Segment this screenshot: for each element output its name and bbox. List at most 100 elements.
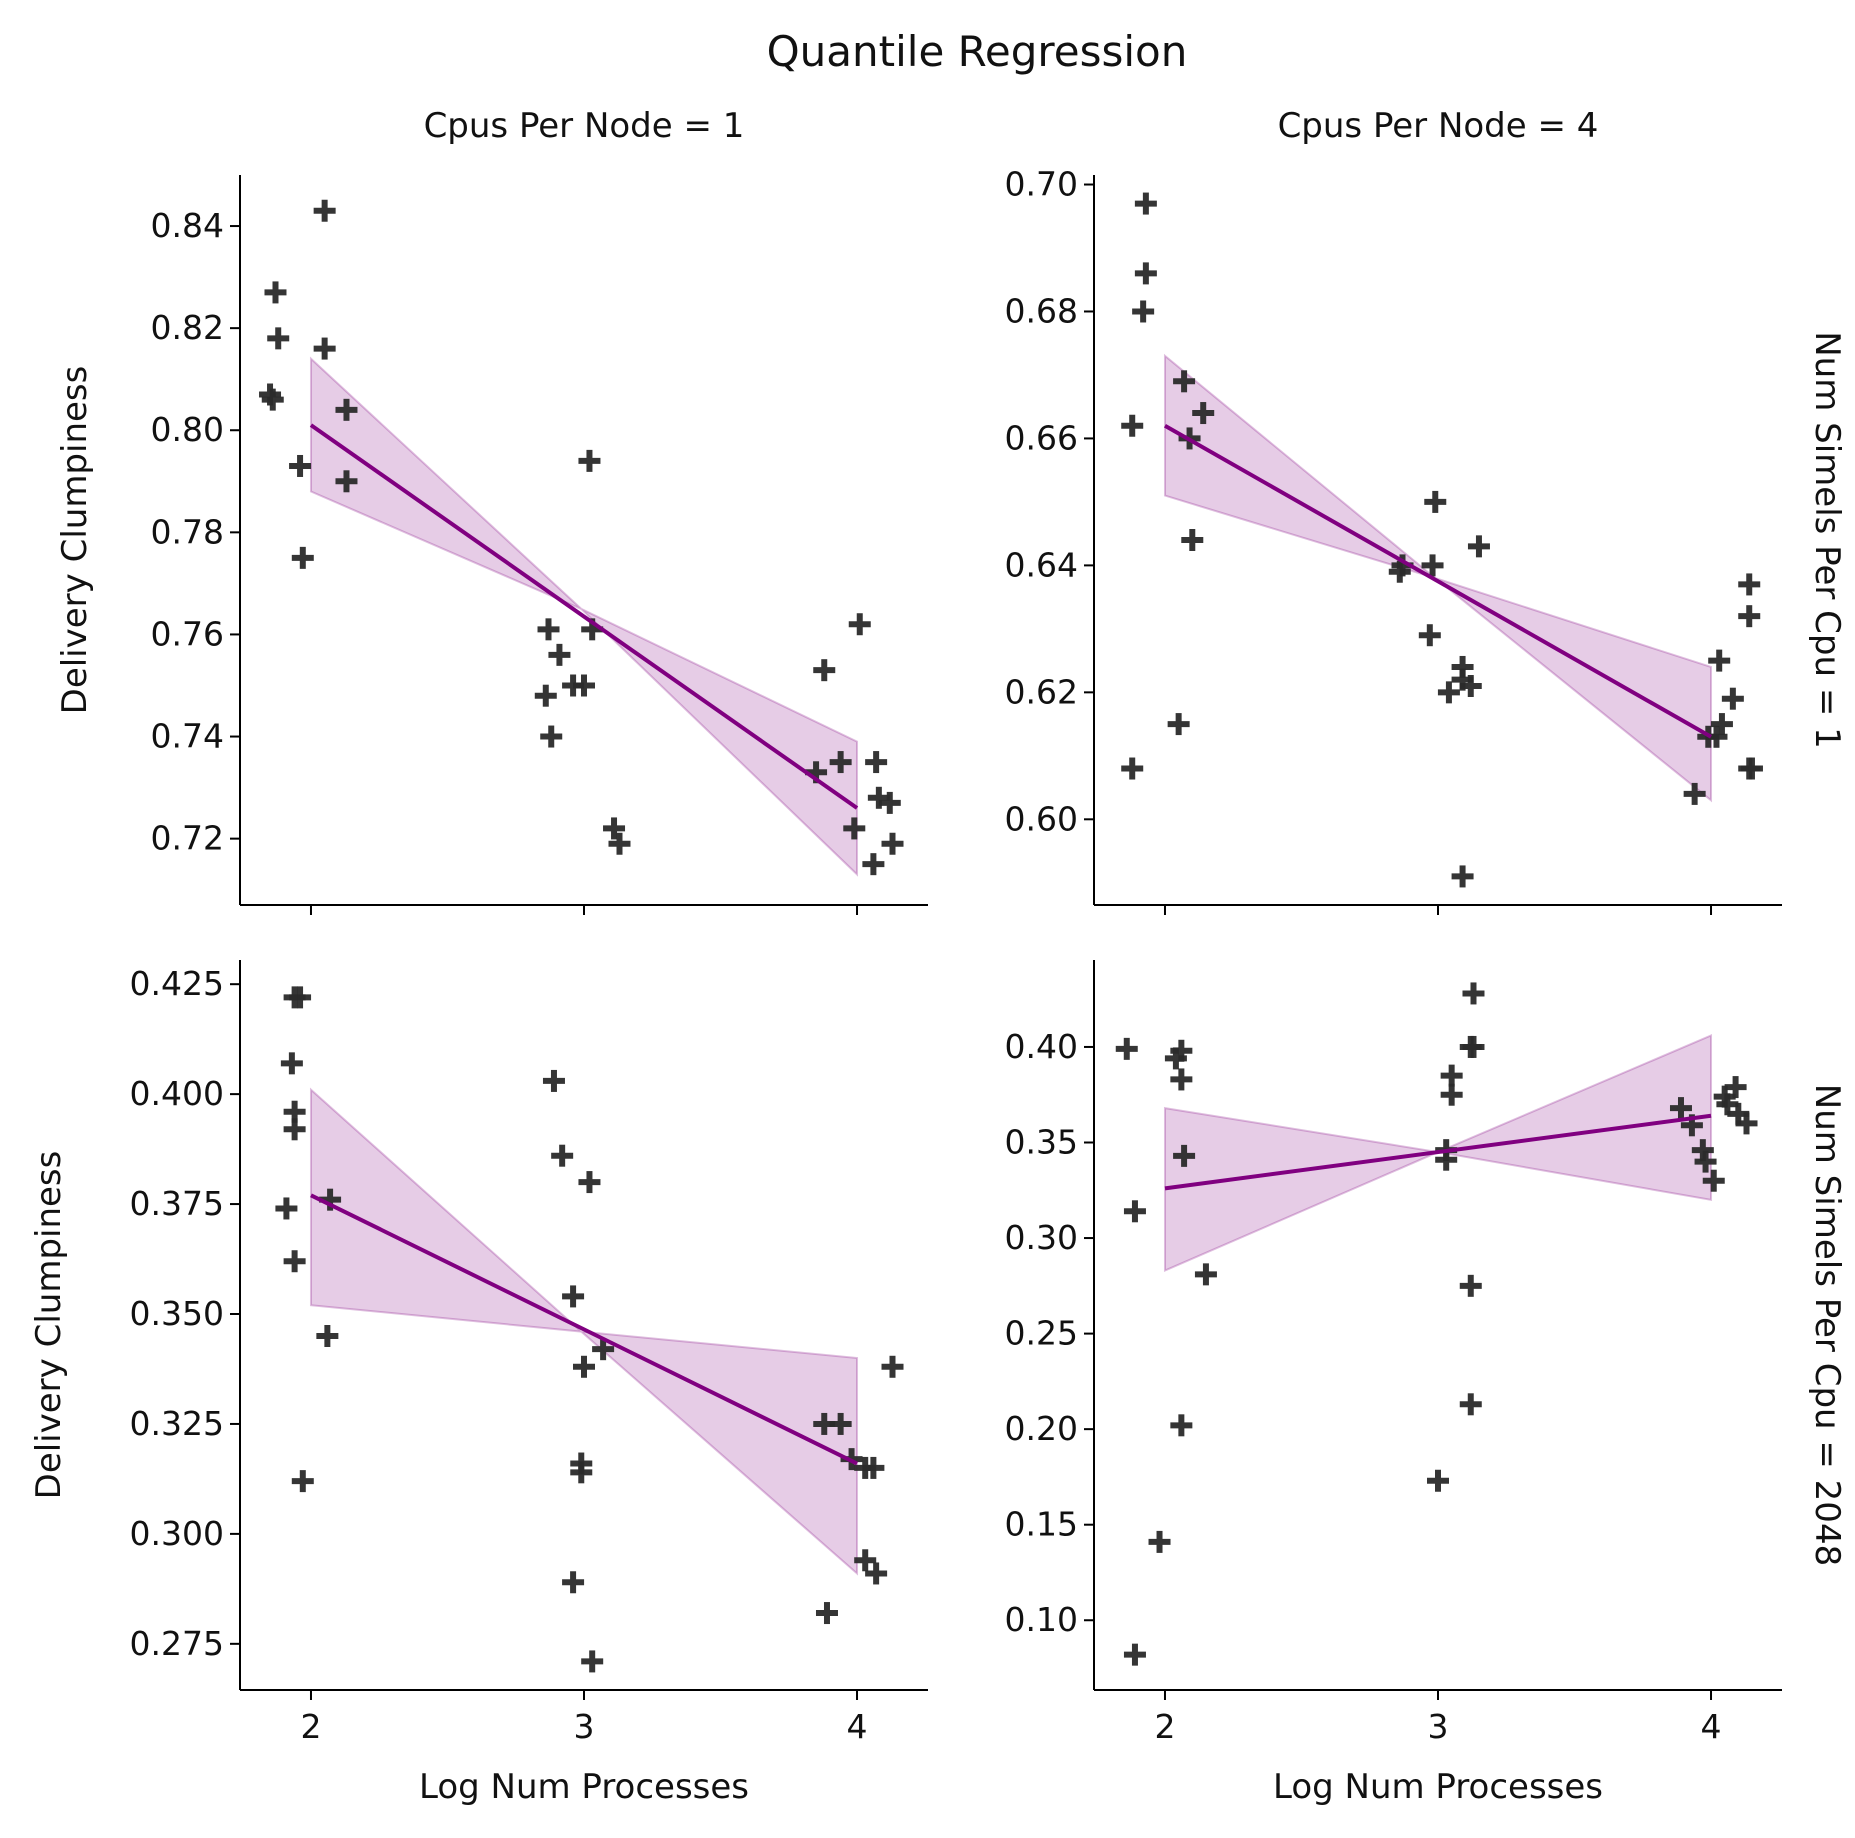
data-point bbox=[854, 1549, 877, 1572]
data-point bbox=[280, 1052, 303, 1075]
data-point bbox=[267, 327, 290, 350]
y-tick-label: 0.78 bbox=[151, 512, 224, 551]
data-point bbox=[865, 751, 888, 774]
data-point bbox=[1451, 865, 1474, 888]
data-point bbox=[537, 618, 560, 641]
data-point bbox=[829, 1412, 852, 1435]
data-point bbox=[1134, 262, 1157, 285]
data-point bbox=[1164, 1047, 1187, 1070]
confidence-band bbox=[309, 356, 859, 877]
data-point bbox=[815, 1602, 838, 1625]
data-point bbox=[570, 1461, 593, 1484]
data-point bbox=[1424, 490, 1447, 513]
data-point bbox=[316, 1324, 339, 1347]
y-tick-label: 0.72 bbox=[151, 819, 224, 858]
facet-col-title: Cpus Per Node = 1 bbox=[424, 106, 745, 146]
y-tick-label: 0.425 bbox=[130, 964, 224, 1003]
y-tick-label: 0.25 bbox=[1005, 1314, 1078, 1353]
x-tick-label: 4 bbox=[847, 1707, 868, 1746]
y-tick-label: 0.20 bbox=[1005, 1409, 1078, 1448]
data-point bbox=[813, 659, 836, 682]
data-point bbox=[1702, 1169, 1725, 1192]
data-point bbox=[1194, 1263, 1217, 1286]
data-point bbox=[1740, 757, 1763, 780]
data-point bbox=[1192, 402, 1215, 425]
facet-col-title: Cpus Per Node = 4 bbox=[1278, 106, 1599, 146]
data-point bbox=[1148, 1530, 1171, 1553]
y-tick-label: 0.62 bbox=[1005, 672, 1078, 711]
data-point bbox=[1115, 1037, 1138, 1060]
data-point bbox=[1427, 1469, 1449, 1492]
data-point bbox=[534, 684, 557, 707]
data-point bbox=[264, 281, 287, 304]
data-point bbox=[1440, 1083, 1463, 1106]
data-point bbox=[1134, 192, 1157, 215]
data-point bbox=[1440, 1064, 1463, 1087]
data-point bbox=[881, 832, 904, 855]
data-point bbox=[581, 1650, 604, 1673]
data-point bbox=[881, 1355, 904, 1378]
data-point bbox=[335, 470, 358, 493]
data-point bbox=[1724, 1076, 1747, 1099]
data-point bbox=[1418, 624, 1441, 647]
data-point bbox=[275, 1197, 298, 1220]
data-point bbox=[1459, 1274, 1482, 1297]
facet-grid: 0.72 0.74 0.76 0.78 0.80 0.82 0.84 Cpus Per Nod… bbox=[29, 106, 1847, 1807]
y-tick-label: 0.10 bbox=[1005, 1600, 1078, 1639]
data-point bbox=[1121, 414, 1144, 437]
facet-row-title: Num Simels Per Cpu = 1 bbox=[1807, 331, 1847, 749]
y-tick-label: 0.64 bbox=[1005, 545, 1078, 584]
data-point bbox=[578, 1171, 601, 1194]
data-point bbox=[562, 1285, 585, 1308]
data-point bbox=[283, 1118, 306, 1141]
data-point bbox=[862, 853, 885, 876]
data-point bbox=[542, 1069, 565, 1092]
y-tick-label: 0.74 bbox=[151, 717, 224, 756]
x-tick-label: 3 bbox=[574, 1707, 595, 1746]
y-tick-label: 0.275 bbox=[130, 1624, 224, 1663]
data-point bbox=[1437, 681, 1460, 704]
data-point bbox=[562, 1571, 585, 1594]
y-tick-label: 0.80 bbox=[151, 410, 224, 449]
data-point bbox=[843, 817, 866, 840]
data-point bbox=[573, 674, 595, 697]
data-point bbox=[1710, 713, 1733, 736]
data-point bbox=[291, 1470, 314, 1493]
regression-line bbox=[309, 423, 859, 810]
data-point bbox=[289, 454, 312, 477]
data-point bbox=[261, 388, 284, 411]
data-point bbox=[592, 1338, 615, 1361]
data-point bbox=[1462, 982, 1485, 1005]
panel-r1c0: 0.275 0.300 0.325 0.350 0.375 0.400 0.425 2 3 4 De… bbox=[29, 960, 928, 1807]
data-point bbox=[878, 791, 901, 814]
regression-line bbox=[1164, 1113, 1712, 1191]
y-tick-label: 0.84 bbox=[151, 206, 224, 245]
regression-line bbox=[1163, 424, 1713, 739]
facet-row-title: Num Simels Per Cpu = 2048 bbox=[1807, 1084, 1847, 1566]
x-axis-label: Log Num Processes bbox=[1273, 1767, 1603, 1807]
y-tick-label: 0.300 bbox=[130, 1514, 224, 1553]
data-point bbox=[1462, 1035, 1485, 1058]
data-point bbox=[1170, 1068, 1193, 1091]
data-point bbox=[313, 337, 336, 360]
data-point bbox=[862, 1456, 885, 1479]
data-point bbox=[1459, 1393, 1482, 1416]
y-tick-label: 0.15 bbox=[1005, 1505, 1078, 1544]
data-point bbox=[1738, 605, 1761, 628]
data-point bbox=[1121, 757, 1144, 780]
data-point bbox=[283, 1250, 306, 1273]
y-tick-label: 0.68 bbox=[1005, 291, 1078, 330]
y-tick-label: 0.70 bbox=[1005, 165, 1078, 204]
y-axis-label: Delivery Clumpiness bbox=[55, 366, 95, 715]
x-axis-label: Log Num Processes bbox=[419, 1767, 749, 1807]
y-tick-label: 0.350 bbox=[130, 1294, 224, 1333]
x-tick-label: 4 bbox=[1701, 1707, 1722, 1746]
confidence-band bbox=[1163, 353, 1713, 803]
data-point bbox=[829, 751, 852, 774]
data-point bbox=[291, 546, 314, 569]
x-tick-label: 2 bbox=[1154, 1707, 1175, 1746]
data-point bbox=[1669, 1097, 1692, 1120]
data-point bbox=[1721, 687, 1744, 710]
y-tick-label: 0.35 bbox=[1005, 1123, 1078, 1162]
y-tick-label: 0.375 bbox=[130, 1184, 224, 1223]
